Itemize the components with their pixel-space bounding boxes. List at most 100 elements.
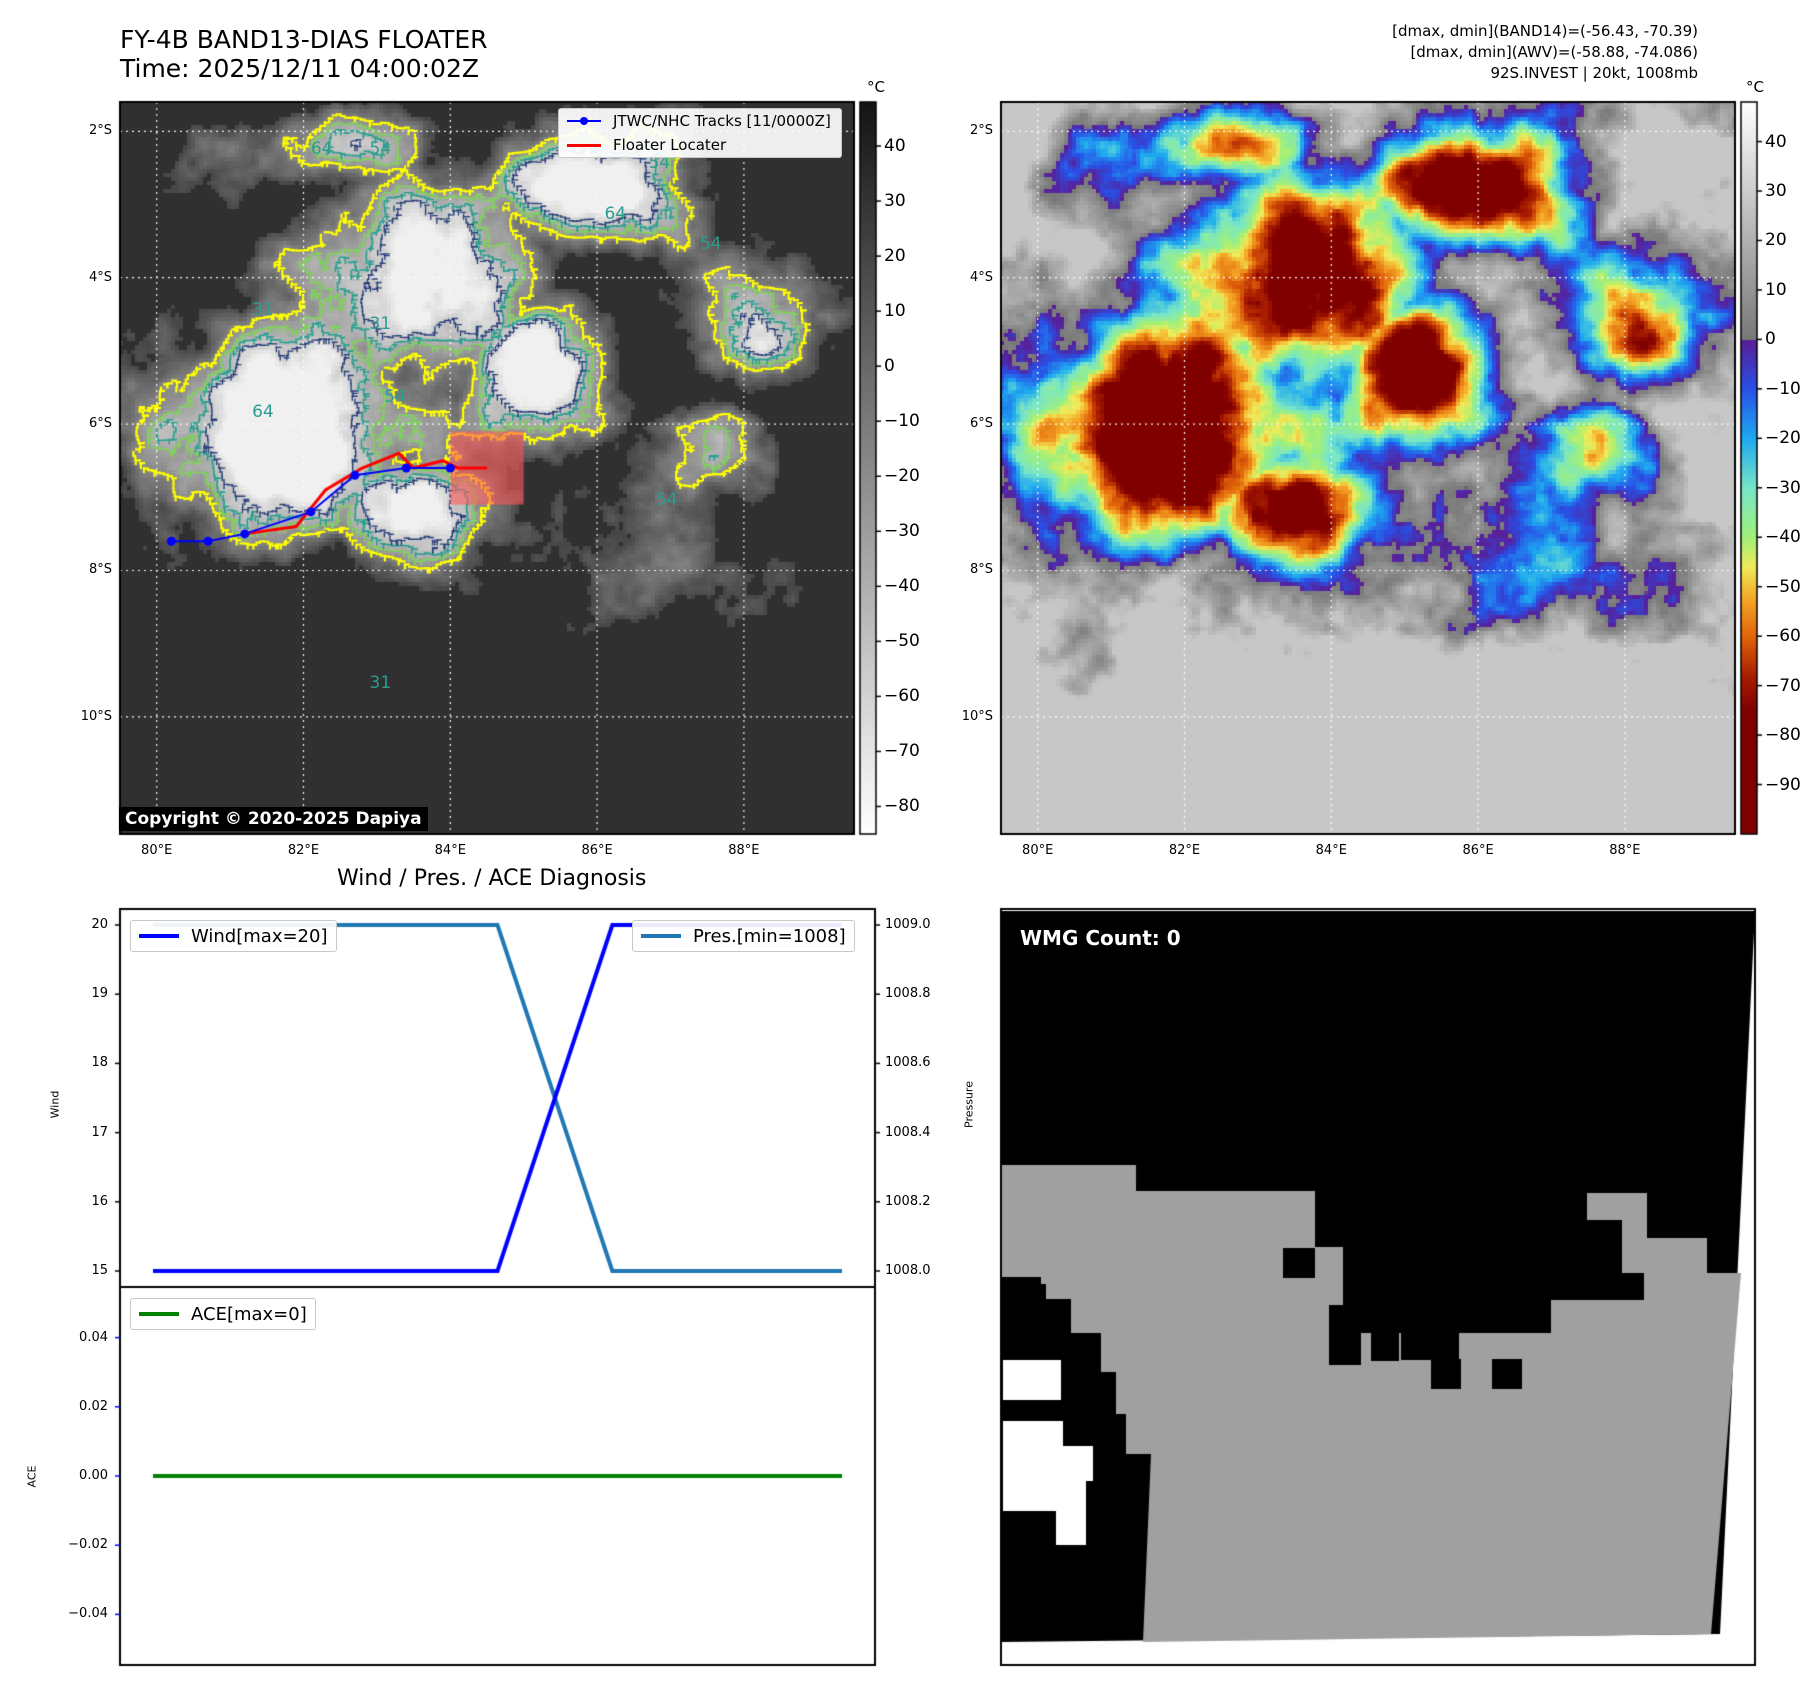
colorbar-tick: −60 — [1765, 626, 1801, 647]
ace-line-icon — [139, 1312, 179, 1316]
colorbar-tick: −80 — [884, 796, 920, 817]
ace-y-tick: 0.02 — [79, 1398, 108, 1414]
ace-y-tick: 0.00 — [79, 1468, 108, 1483]
wind-line-icon — [139, 934, 179, 938]
colorbar-tick: 20 — [1765, 230, 1787, 251]
pressure-line-icon — [641, 934, 681, 938]
legend-ace-label: ACE[max=0] — [191, 1303, 307, 1325]
wind-axis-label: Wind — [48, 1090, 62, 1119]
map-right-lon-tick: 86°E — [1462, 843, 1494, 858]
colorbar-tick: −70 — [884, 741, 920, 762]
legend-entry-wind: Wind[max=20] — [131, 921, 336, 951]
colorbar-tick: 0 — [1765, 329, 1776, 350]
wind-y-tick: 19 — [91, 986, 108, 1002]
wind-y-tick: 17 — [91, 1124, 108, 1140]
map-right-lat-tick: 8°S — [969, 562, 993, 578]
storm-info: 92S.INVEST | 20kt, 1008mb — [1490, 64, 1698, 82]
contour-label: 31 — [369, 672, 392, 693]
wmg-count-label: WMG Count: 0 — [1020, 926, 1181, 950]
map-left-lat-tick: 8°S — [88, 562, 112, 578]
colorbar-tick: −30 — [1765, 477, 1801, 498]
colorbar-tick: 10 — [1765, 279, 1787, 300]
map-left-lat-tick: 2°S — [88, 123, 112, 139]
wind-legend: Wind[max=20] — [130, 920, 337, 952]
contour-label: 54 — [699, 233, 722, 254]
map-right-lon-tick: 80°E — [1022, 843, 1054, 858]
pressure-y-tick: 1008.2 — [885, 1193, 931, 1209]
colorbar-tick: 40 — [1765, 131, 1787, 152]
pressure-y-tick: 1008.8 — [885, 986, 931, 1002]
floater-line-icon — [567, 143, 601, 147]
map-left-lon-tick: 80°E — [141, 843, 173, 858]
colorbar-tick: −40 — [1765, 527, 1801, 548]
map-right-lat-tick: 2°S — [969, 123, 993, 139]
colorbar-tick: −10 — [1765, 378, 1801, 399]
colorbar-tick: −20 — [1765, 428, 1801, 449]
pressure-axis-label: Pressure — [962, 1081, 976, 1128]
map-right-lat-tick: 6°S — [969, 416, 993, 432]
left-colorbar-unit: °C — [867, 78, 885, 96]
colorbar-tick: −90 — [1765, 774, 1801, 795]
figure-time: Time: 2025/12/11 04:00:02Z — [120, 54, 479, 83]
colorbar-tick: −30 — [884, 521, 920, 542]
map-left-lat-tick: 4°S — [88, 269, 112, 285]
map-right-lat-tick: 4°S — [969, 269, 993, 285]
pressure-legend: Pres.[min=1008] — [632, 920, 855, 952]
legend-entry-tracks: JTWC/NHC Tracks [11/0000Z] — [559, 109, 841, 133]
ace-axis-label: ACE — [25, 1465, 39, 1488]
pressure-y-tick: 1008.0 — [885, 1263, 931, 1278]
colorbar-tick: −40 — [884, 576, 920, 597]
colorbar-tick: −50 — [1765, 576, 1801, 597]
copyright-badge: Copyright © 2020-2025 Dapiya — [119, 807, 428, 831]
colorbar-tick: 0 — [884, 356, 895, 377]
band14-dmax-dmin: [dmax, dmin](BAND14)=(-56.43, -70.39) — [1392, 22, 1698, 40]
contour-label: 64 — [604, 204, 627, 225]
colorbar-tick: 20 — [884, 246, 906, 267]
diagnosis-title: Wind / Pres. / ACE Diagnosis — [337, 866, 647, 891]
awv-dmax-dmin: [dmax, dmin](AWV)=(-58.88, -74.086) — [1410, 43, 1698, 61]
colorbar-tick: −20 — [884, 466, 920, 487]
ace-y-tick: −0.02 — [68, 1537, 108, 1553]
map-left-lon-tick: 88°E — [728, 843, 760, 858]
figure-title: FY-4B BAND13-DIAS FLOATER — [120, 25, 488, 54]
wind-y-tick: 15 — [91, 1263, 108, 1278]
colorbar-tick: −60 — [884, 686, 920, 707]
map-left-lat-tick: 10°S — [80, 708, 112, 724]
legend-pressure-label: Pres.[min=1008] — [693, 925, 846, 947]
colorbar-tick: −70 — [1765, 675, 1801, 696]
contour-label: 31 — [252, 299, 274, 320]
wind-y-tick: 20 — [91, 917, 108, 932]
map-left-lon-tick: 84°E — [434, 843, 466, 858]
map-left-lat-tick: 6°S — [88, 416, 112, 432]
map-right-lon-tick: 82°E — [1168, 843, 1201, 858]
colorbar-tick: −50 — [884, 631, 920, 652]
contour-label: 54 — [655, 489, 678, 510]
colorbar-tick: 40 — [884, 136, 906, 157]
colorbar-tick: 10 — [884, 301, 906, 322]
contour-label: 64 — [252, 402, 274, 423]
legend-wind-label: Wind[max=20] — [191, 925, 328, 947]
wind-y-tick: 16 — [91, 1193, 108, 1209]
ace-y-tick: 0.04 — [79, 1329, 108, 1345]
track-marker-icon — [580, 117, 588, 125]
contour-label: 54 — [384, 387, 406, 408]
legend-entry-floater: Floater Locater — [559, 133, 841, 157]
legend-floater-label: Floater Locater — [613, 136, 727, 154]
map-right-lon-tick: 88°E — [1609, 843, 1641, 858]
pressure-y-tick: 1008.4 — [885, 1124, 931, 1140]
contour-label: 54 — [648, 153, 671, 174]
colorbar-tick: −80 — [1765, 725, 1801, 746]
right-colorbar-unit: °C — [1746, 78, 1764, 96]
contour-label: 64 — [310, 138, 333, 159]
colorbar-tick: 30 — [884, 191, 906, 212]
map-left-lon-tick: 82°E — [287, 843, 320, 858]
track-line-icon — [567, 117, 601, 125]
contour-label: 54 — [369, 138, 392, 159]
wind-y-tick: 18 — [91, 1055, 108, 1071]
map-right-lat-tick: 10°S — [961, 708, 993, 724]
pressure-y-tick: 1008.6 — [885, 1055, 931, 1071]
map-legend: JTWC/NHC Tracks [11/0000Z] Floater Locat… — [558, 108, 842, 158]
colorbar-tick: 30 — [1765, 181, 1787, 202]
map-right-lon-tick: 84°E — [1315, 843, 1347, 858]
